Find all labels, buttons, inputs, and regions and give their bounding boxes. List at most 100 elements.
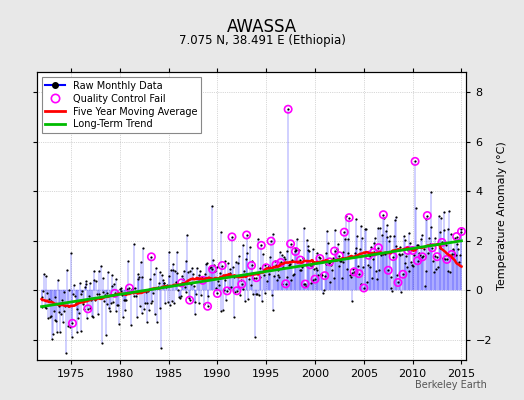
Point [340, 229, 348, 235]
Point [95, 268, 104, 274]
Point [56, 329, 64, 335]
Point [307, 280, 315, 286]
Point [203, 303, 212, 310]
Point [343, 236, 352, 242]
Point [413, 258, 422, 264]
Point [49, 330, 57, 337]
Point [388, 288, 397, 295]
Point [137, 258, 145, 265]
Point [245, 276, 253, 282]
Point [41, 305, 50, 312]
Point [205, 264, 213, 271]
Point [149, 290, 157, 296]
Point [71, 293, 79, 300]
Point [52, 318, 60, 324]
Point [352, 216, 361, 222]
Point [349, 266, 357, 273]
Point [172, 278, 180, 285]
Point [109, 299, 117, 305]
Point [408, 247, 417, 254]
Point [378, 251, 387, 257]
Point [381, 251, 389, 258]
Point [97, 340, 106, 346]
Point [271, 258, 279, 264]
Point [370, 240, 379, 246]
Point [403, 247, 412, 254]
Point [334, 262, 343, 269]
Point [385, 238, 393, 244]
Point [383, 234, 391, 240]
Point [185, 297, 194, 303]
Point [394, 279, 402, 286]
Point [112, 276, 120, 282]
Point [320, 287, 328, 294]
Point [138, 274, 147, 280]
Point [140, 306, 148, 312]
Point [392, 214, 400, 221]
Point [296, 257, 304, 263]
Point [127, 322, 135, 328]
Point [294, 247, 303, 254]
Point [181, 258, 190, 264]
Point [433, 254, 441, 260]
Point [379, 212, 388, 218]
Point [436, 244, 444, 251]
Point [99, 289, 107, 295]
Point [369, 249, 378, 256]
Point [235, 252, 244, 259]
Point [190, 283, 198, 289]
Point [48, 336, 57, 342]
Point [334, 241, 342, 247]
Point [167, 267, 175, 274]
Point [134, 270, 142, 277]
Point [168, 298, 176, 304]
Point [372, 268, 380, 275]
Point [200, 274, 209, 281]
Point [260, 290, 269, 296]
Point [277, 259, 285, 266]
Point [145, 306, 153, 313]
Point [116, 284, 125, 291]
Point [159, 280, 168, 286]
Point [82, 281, 91, 287]
Point [189, 271, 197, 277]
Point [68, 333, 76, 340]
Point [175, 294, 183, 300]
Point [329, 255, 337, 261]
Point [337, 258, 345, 264]
Point [274, 267, 282, 274]
Point [398, 250, 406, 257]
Point [225, 284, 233, 291]
Point [430, 269, 438, 275]
Point [191, 311, 200, 318]
Point [384, 267, 392, 274]
Point [62, 349, 70, 356]
Point [106, 300, 115, 306]
Text: Berkeley Earth: Berkeley Earth [416, 380, 487, 390]
Point [91, 296, 100, 303]
Point [272, 262, 280, 268]
Point [302, 283, 310, 289]
Point [433, 254, 441, 260]
Point [434, 263, 442, 270]
Point [129, 241, 138, 248]
Point [44, 314, 52, 321]
Point [215, 270, 224, 277]
Point [452, 233, 461, 240]
Point [365, 253, 374, 260]
Point [358, 234, 366, 241]
Point [221, 277, 230, 283]
Point [212, 264, 221, 270]
Point [261, 262, 269, 268]
Point [228, 264, 237, 270]
Point [156, 268, 164, 275]
Point [46, 312, 54, 319]
Point [137, 310, 146, 316]
Point [278, 252, 287, 258]
Point [306, 262, 314, 268]
Point [263, 278, 271, 284]
Point [346, 272, 354, 278]
Point [330, 275, 338, 281]
Point [199, 277, 207, 284]
Point [60, 308, 69, 314]
